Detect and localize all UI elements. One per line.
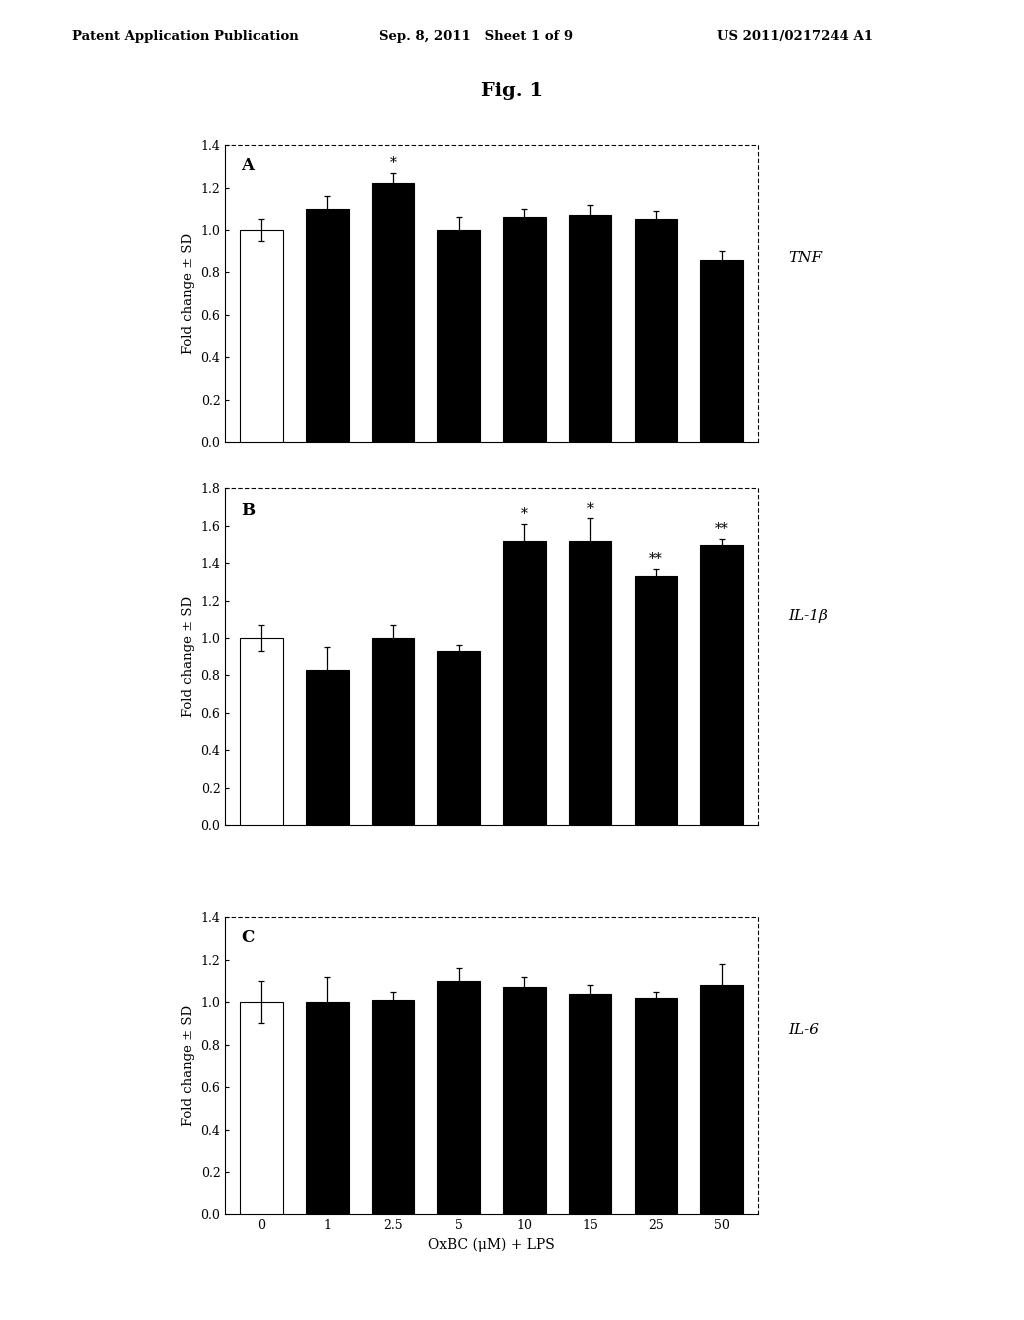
Text: B: B bbox=[242, 502, 255, 519]
X-axis label: OxBC (μM) + LPS: OxBC (μM) + LPS bbox=[428, 1238, 555, 1253]
Bar bbox=[568, 541, 611, 825]
Bar bbox=[635, 219, 677, 442]
Text: IL-6: IL-6 bbox=[788, 1023, 819, 1038]
Text: *: * bbox=[587, 502, 594, 516]
Text: C: C bbox=[242, 929, 255, 946]
Text: A: A bbox=[242, 157, 254, 174]
Bar bbox=[503, 541, 546, 825]
Bar bbox=[306, 209, 348, 442]
Bar bbox=[503, 987, 546, 1214]
Text: **: ** bbox=[715, 523, 728, 536]
Y-axis label: Fold change ± SD: Fold change ± SD bbox=[182, 597, 195, 717]
Bar bbox=[437, 230, 480, 442]
Bar bbox=[568, 215, 611, 442]
Bar bbox=[700, 985, 743, 1214]
Bar bbox=[306, 1002, 348, 1214]
Bar bbox=[437, 981, 480, 1214]
Text: **: ** bbox=[649, 552, 663, 566]
Text: Sep. 8, 2011   Sheet 1 of 9: Sep. 8, 2011 Sheet 1 of 9 bbox=[379, 30, 573, 44]
Bar bbox=[372, 183, 415, 442]
Y-axis label: Fold change ± SD: Fold change ± SD bbox=[182, 1006, 195, 1126]
Text: US 2011/0217244 A1: US 2011/0217244 A1 bbox=[717, 30, 872, 44]
Text: Fig. 1: Fig. 1 bbox=[481, 82, 543, 100]
Bar bbox=[240, 1002, 283, 1214]
Bar bbox=[635, 998, 677, 1214]
Bar bbox=[372, 638, 415, 825]
Bar bbox=[568, 994, 611, 1214]
Bar bbox=[437, 651, 480, 825]
Text: Patent Application Publication: Patent Application Publication bbox=[72, 30, 298, 44]
Text: IL-1β: IL-1β bbox=[788, 610, 828, 623]
Text: TNF: TNF bbox=[788, 251, 822, 265]
Bar bbox=[240, 230, 283, 442]
Bar bbox=[306, 669, 348, 825]
Bar bbox=[635, 577, 677, 825]
Bar bbox=[503, 218, 546, 442]
Y-axis label: Fold change ± SD: Fold change ± SD bbox=[182, 234, 195, 354]
Text: *: * bbox=[521, 507, 527, 521]
Bar bbox=[700, 260, 743, 442]
Bar bbox=[240, 638, 283, 825]
Bar bbox=[372, 1001, 415, 1214]
Text: *: * bbox=[389, 156, 396, 169]
Bar bbox=[700, 544, 743, 825]
